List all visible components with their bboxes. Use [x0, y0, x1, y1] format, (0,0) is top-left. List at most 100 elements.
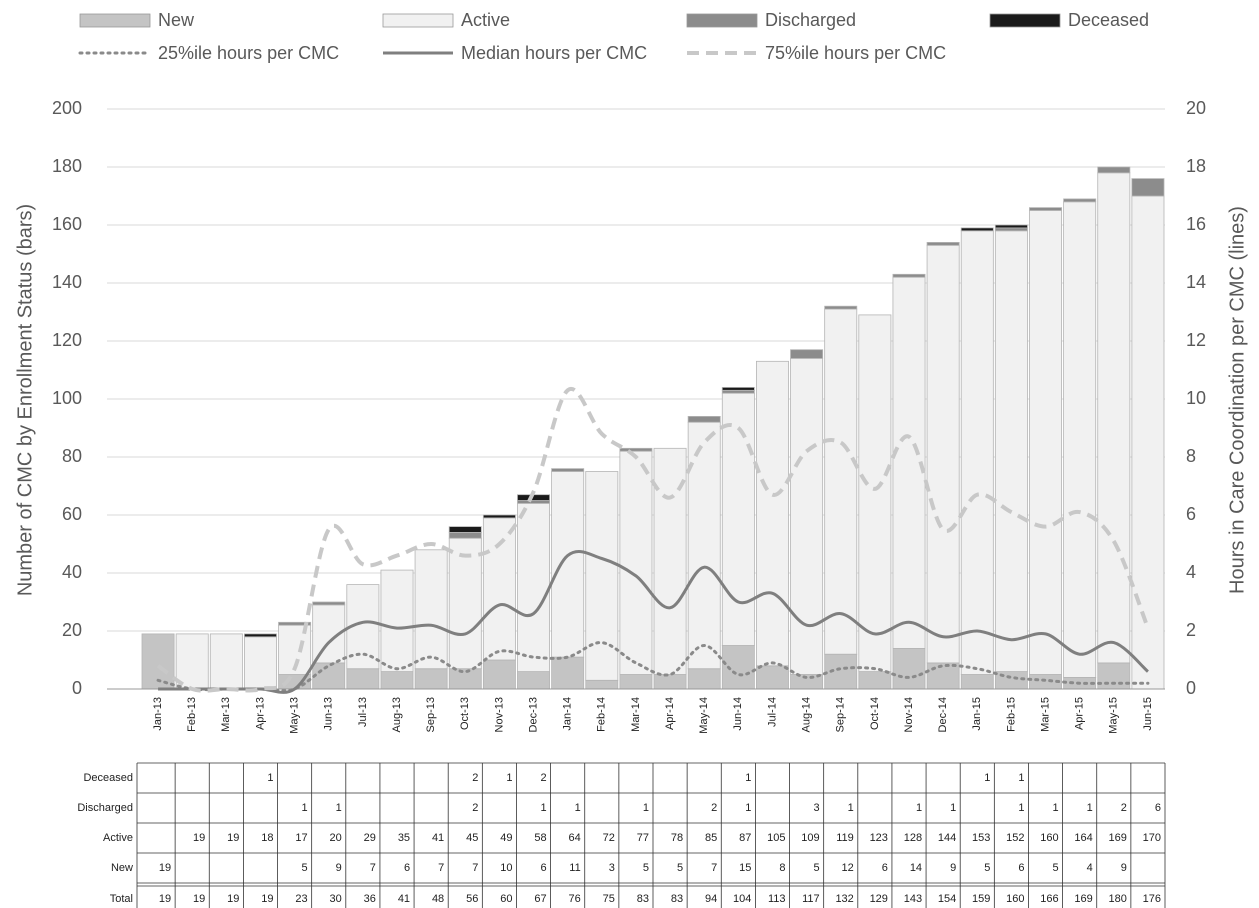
bar-segment [517, 502, 551, 672]
bar-segment [380, 569, 414, 672]
table-cell: 123 [870, 832, 888, 844]
table-cell: 5 [814, 862, 820, 874]
bar-segment [1029, 207, 1063, 211]
line-series [158, 550, 1149, 694]
bar-segment [687, 421, 721, 670]
table-cell: 1 [745, 772, 751, 784]
bar-segment [619, 450, 653, 675]
y-tick-label: 80 [62, 446, 82, 466]
table-cell: 3 [814, 802, 820, 814]
table-cell: 1 [575, 802, 581, 814]
table-cell: 77 [637, 832, 649, 844]
bar-segment [517, 500, 551, 504]
table-cell: 29 [364, 832, 376, 844]
bar-segment [721, 392, 755, 646]
table-cell: 7 [370, 862, 376, 874]
bar-segment [858, 671, 892, 690]
bar-segment [448, 532, 482, 539]
table-cell: 1 [984, 772, 990, 784]
bar-segment [926, 241, 960, 246]
table-cell: 83 [637, 893, 649, 905]
y-axis-title: Number of CMC by Enrollment Status (bars… [14, 204, 36, 596]
table-cell: 56 [466, 893, 478, 905]
x-tick-label: Jan-14 [562, 697, 574, 731]
table-cell: 19 [261, 893, 273, 905]
y-tick-label: 200 [52, 98, 82, 118]
bar-segment [1097, 172, 1131, 664]
bar-segment [1097, 166, 1131, 174]
table-cell: 85 [705, 832, 717, 844]
legend-label: Deceased [1068, 10, 1149, 30]
y-tick-label: 180 [52, 156, 82, 176]
table-cell: 119 [836, 832, 854, 844]
y2-tick-label: 2 [1186, 620, 1196, 640]
bar-segment [243, 633, 277, 638]
table-cell: 2 [540, 772, 546, 784]
x-tick-label: Sep-14 [835, 697, 847, 732]
table-cell: 41 [398, 893, 410, 905]
x-tick-label: Mar-13 [220, 697, 232, 732]
bar-segment [175, 633, 209, 690]
table-cell: 11 [569, 862, 580, 874]
bar-segment [790, 349, 824, 359]
table-cell: 2 [472, 802, 478, 814]
table-cell: 160 [1040, 832, 1058, 844]
table-cell: 164 [1074, 832, 1092, 844]
bar-segment [721, 386, 755, 391]
y-tick-label: 40 [62, 562, 82, 582]
bar-segment [824, 653, 858, 690]
bar-segment [687, 415, 721, 423]
table-cell: 19 [159, 893, 171, 905]
table-cell: 105 [767, 832, 785, 844]
table-cell: 152 [1006, 832, 1024, 844]
table-cell: 117 [802, 893, 820, 905]
table-cell: 5 [302, 862, 308, 874]
table-cell: 1 [745, 802, 751, 814]
bar-segment [994, 230, 1028, 672]
x-tick-label: May-15 [1108, 697, 1120, 734]
table-row-label: Discharged [77, 802, 133, 814]
bar-segment [448, 526, 482, 533]
bar-segment [482, 659, 516, 690]
bar-segment [551, 468, 585, 472]
table-cell: 35 [398, 832, 410, 844]
legend-label: Active [461, 10, 510, 30]
table-cell: 75 [603, 893, 615, 905]
table-cell: 4 [1087, 862, 1093, 874]
table-cell: 9 [950, 862, 956, 874]
bar-segment [1131, 195, 1165, 690]
table-cell: 8 [779, 862, 785, 874]
y-tick-label: 160 [52, 214, 82, 234]
table-cell: 1 [916, 802, 922, 814]
table-cell: 128 [904, 832, 922, 844]
table-cell: 12 [842, 862, 854, 874]
table-cell: 5 [643, 862, 649, 874]
table-cell: 3 [609, 862, 615, 874]
bar-segment [243, 636, 277, 690]
legend-swatch [382, 13, 454, 28]
table-cell: 5 [677, 862, 683, 874]
table-cell: 64 [568, 832, 580, 844]
x-tick-label: Apr-15 [1074, 697, 1086, 730]
y2-tick-label: 14 [1186, 272, 1206, 292]
x-tick-label: Dec-13 [527, 697, 539, 732]
bar-segment [790, 357, 824, 675]
table-cell: 19 [227, 893, 239, 905]
x-tick-label: Oct-13 [459, 697, 471, 730]
y-tick-label: 20 [62, 620, 82, 640]
bar-segment [756, 665, 789, 690]
x-tick-label: May-13 [289, 697, 301, 734]
table-cell: 6 [1155, 802, 1161, 814]
bar-segment [380, 671, 414, 690]
table-row-label: Active [103, 832, 133, 844]
bar-segment [824, 308, 858, 655]
y-tick-label: 100 [52, 388, 82, 408]
legend-label: 25%ile hours per CMC [158, 43, 339, 63]
bar-segment [585, 471, 619, 681]
table-cell: 76 [568, 893, 580, 905]
table-cell: 176 [1143, 893, 1161, 905]
x-tick-label: Aug-14 [801, 697, 813, 732]
table-cell: 15 [739, 862, 751, 874]
table-cell: 2 [472, 772, 478, 784]
table-cell: 169 [1109, 832, 1127, 844]
